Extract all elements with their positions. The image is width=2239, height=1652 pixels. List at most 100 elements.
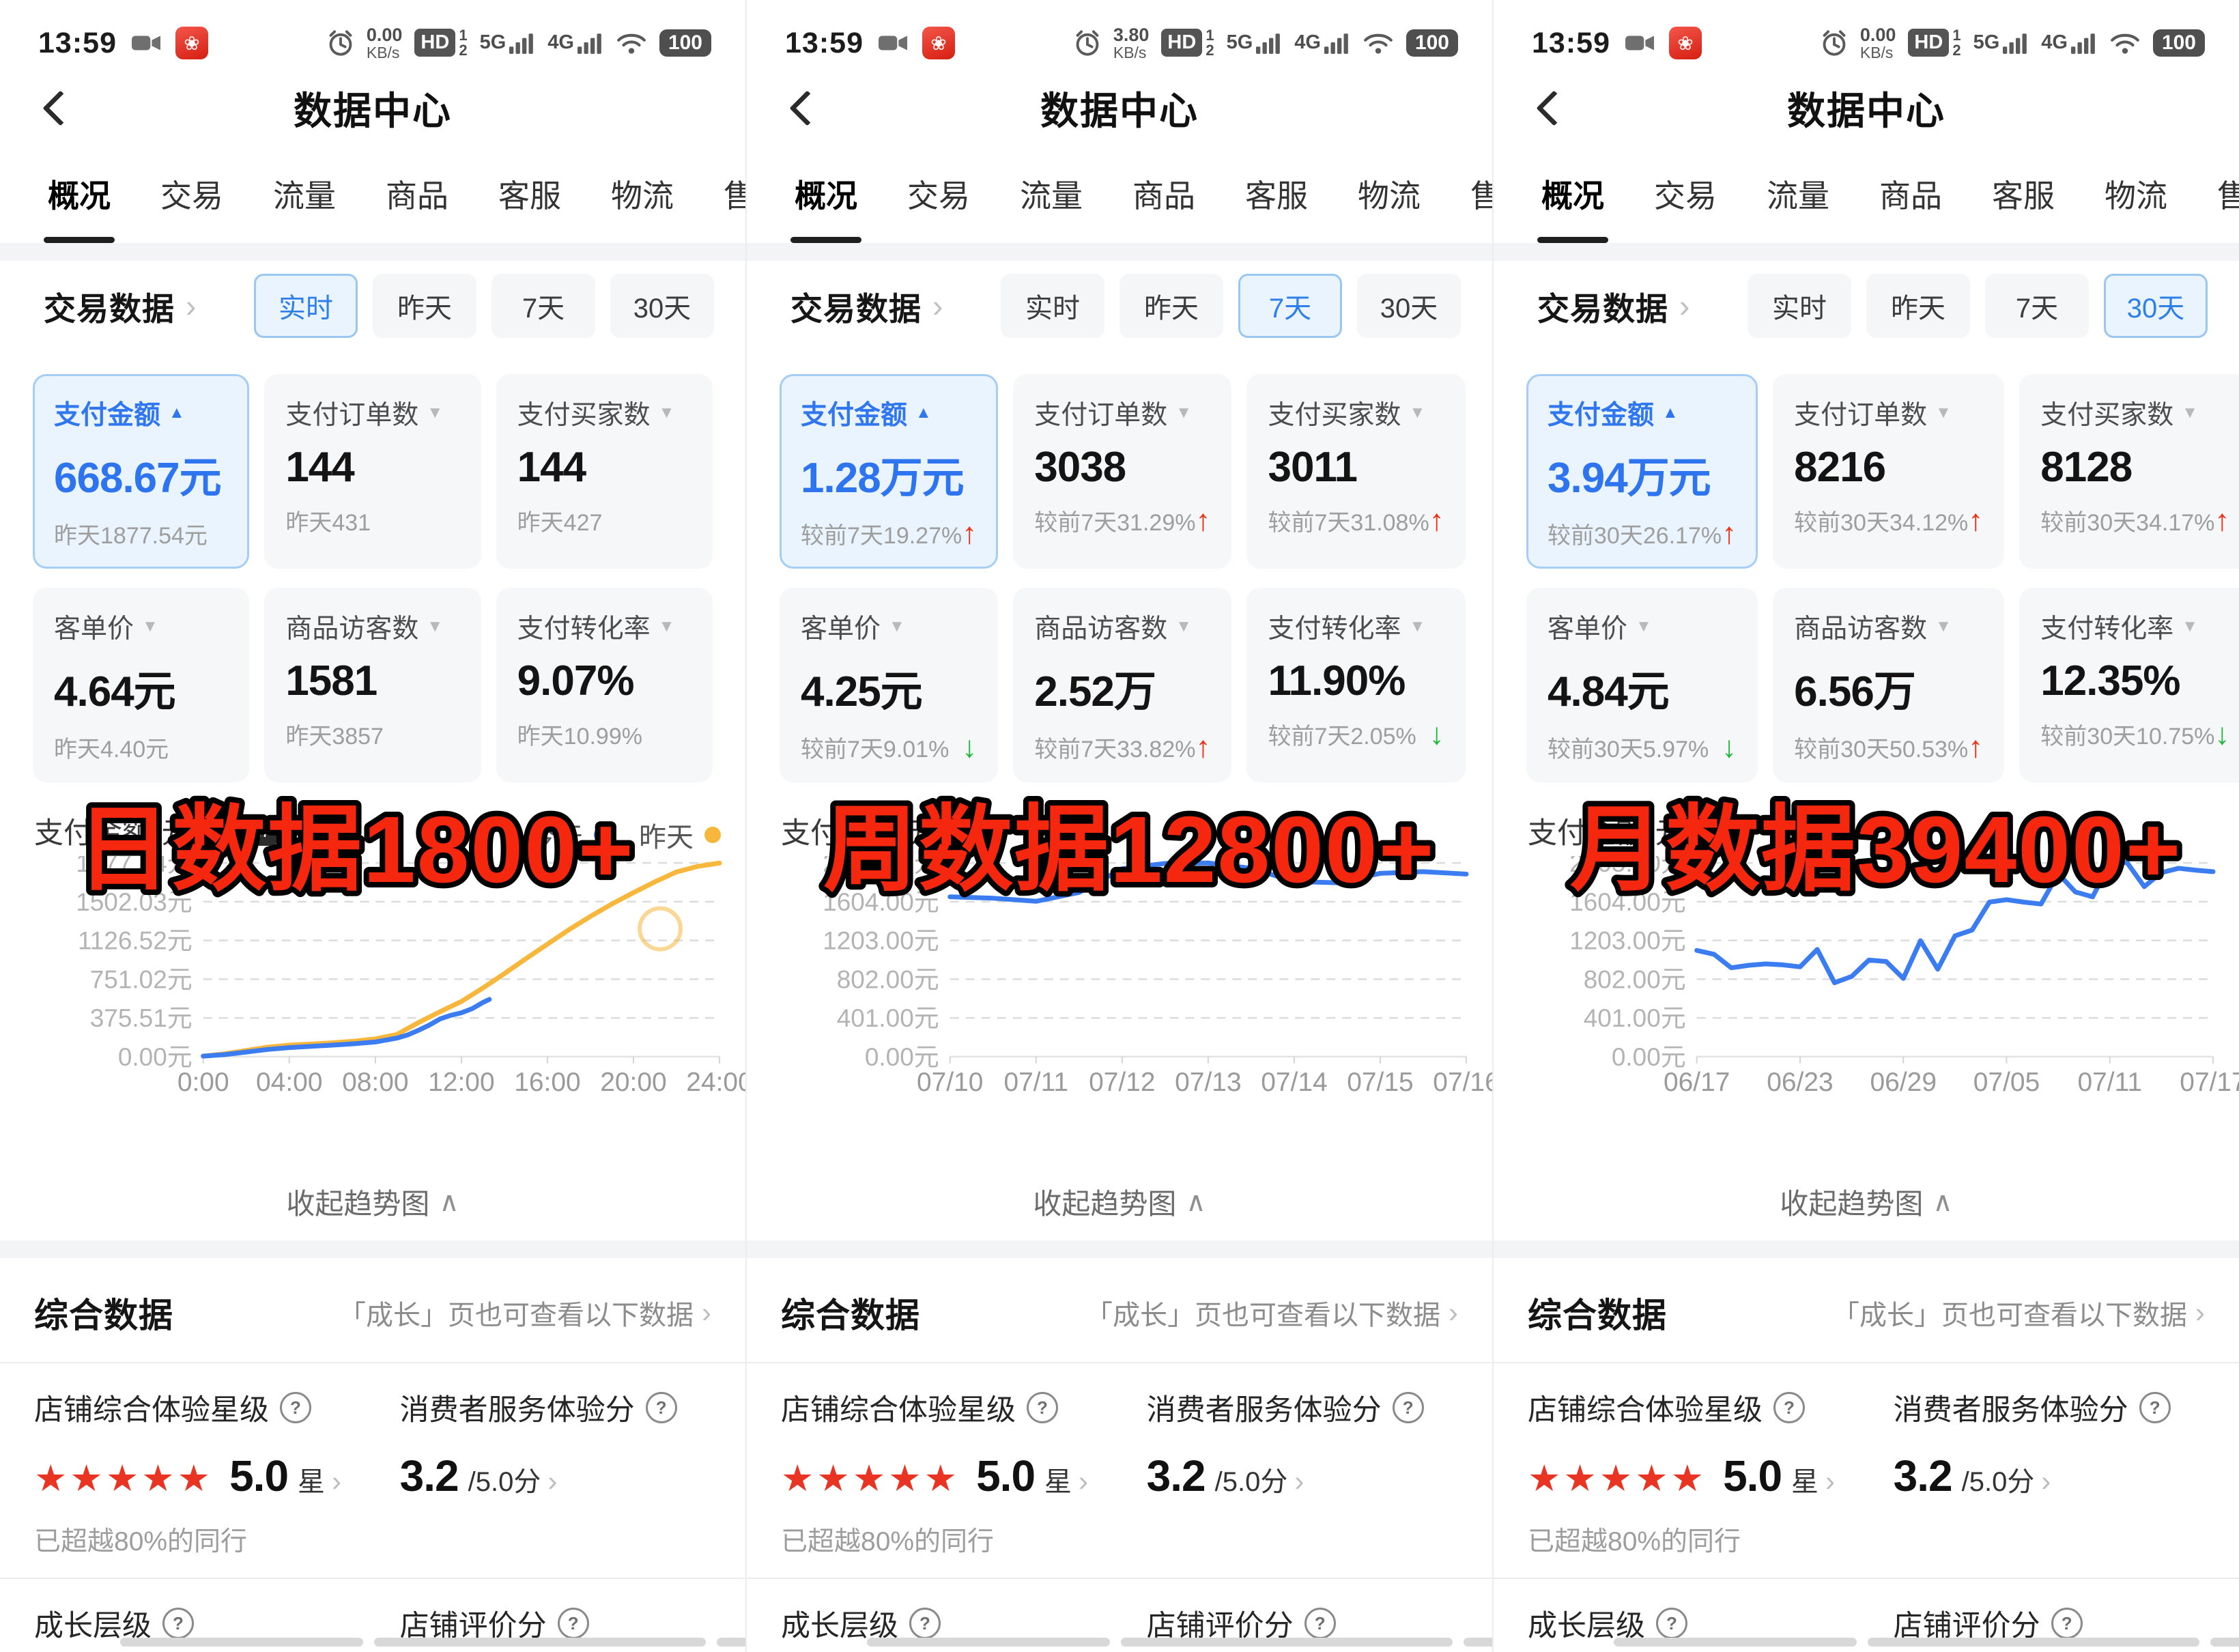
section-title[interactable]: 交易数据: [790, 290, 922, 327]
metric-card-pay-amount[interactable]: 支付金额 ▲ 3.94万元 较前30天26.17% ↑: [1526, 374, 1758, 569]
back-button[interactable]: [1536, 90, 1572, 126]
tab-overview[interactable]: 概况: [790, 171, 861, 243]
service-score-value[interactable]: 3.2 /5.0分 ›: [1893, 1451, 2051, 1500]
svg-text:24:00: 24:00: [686, 1068, 745, 1095]
metric-card-pay-conversion[interactable]: 支付转化率 ▼ 11.90% 较前7天2.05% ↓: [1246, 588, 1466, 782]
metric-card-pay-buyers[interactable]: 支付买家数 ▼ 8128 较前30天34.17% ↑: [2019, 374, 2239, 569]
today-dot-icon: [594, 827, 610, 843]
metric-card-pay-amount[interactable]: 支付金额 ▲ 668.67元 昨天1877.54元: [33, 374, 250, 569]
tab-aftersale[interactable]: 售后: [724, 178, 745, 214]
tab-traffic[interactable]: 流量: [1767, 178, 1829, 214]
service-score-value[interactable]: 3.2 /5.0分 ›: [1146, 1451, 1304, 1500]
section-title[interactable]: 交易数据: [44, 290, 175, 327]
help-icon[interactable]: ?: [2051, 1608, 2083, 1639]
metric-card-pay-orders[interactable]: 支付订单数 ▼ 144 昨天431: [264, 374, 481, 569]
service-score-value[interactable]: 3.2 /5.0分 ›: [399, 1451, 558, 1500]
tab-service[interactable]: 客服: [498, 178, 561, 214]
filter-realtime[interactable]: 实时: [254, 274, 358, 338]
filter-realtime[interactable]: 实时: [1748, 274, 1851, 338]
collapse-trend-button[interactable]: 收起趋势图 ∧: [1033, 1186, 1206, 1221]
yesterday-dot-icon: [704, 827, 721, 843]
metric-card-pay-conversion[interactable]: 支付转化率 ▼ 12.35% 较前30天10.75% ↓: [2019, 588, 2239, 782]
back-button[interactable]: [42, 90, 79, 126]
filter-yesterday[interactable]: 昨天: [373, 274, 476, 338]
filter-30days[interactable]: 30天: [1357, 274, 1461, 338]
tab-product[interactable]: 商品: [1132, 178, 1195, 214]
trend-line-chart[interactable]: 2005.00元 1604.00元 1203.00元 802.00元 401.00元 0.…: [1494, 856, 2239, 1095]
help-icon[interactable]: ?: [1027, 1392, 1058, 1423]
metric-card-pay-amount[interactable]: 支付金额 ▲ 1.28万元 较前7天19.27% ↑: [780, 374, 999, 569]
help-icon[interactable]: ?: [162, 1608, 194, 1639]
tab-trade[interactable]: 交易: [160, 178, 223, 214]
tab-logistics[interactable]: 物流: [2105, 178, 2167, 214]
trend-line-chart[interactable]: 1877.54元 1502.03元 1126.52元 751.02元 375.51元 0.…: [0, 856, 745, 1095]
tab-traffic[interactable]: 流量: [273, 178, 336, 214]
collapse-trend-button[interactable]: 收起趋势图 ∧: [286, 1186, 459, 1221]
tab-logistics[interactable]: 物流: [1358, 178, 1421, 214]
tab-overview[interactable]: 概况: [1537, 171, 1608, 243]
tab-service[interactable]: 客服: [1245, 178, 1308, 214]
time-range-filters: 实时 昨天 7天 30天: [1748, 274, 2208, 338]
metric-card-product-visitors[interactable]: 商品访客数 ▼ 1581 昨天3857: [264, 588, 481, 782]
chevron-right-icon[interactable]: ›: [1679, 288, 1690, 324]
help-icon[interactable]: ?: [280, 1392, 311, 1423]
metric-card-avg-order-value[interactable]: 客单价 ▼ 4.25元 较前7天9.01% ↓: [780, 588, 999, 782]
metric-card-product-visitors[interactable]: 商品访客数 ▼ 6.56万 较前30天50.53% ↑: [1773, 588, 2005, 782]
help-icon[interactable]: ?: [1656, 1608, 1687, 1639]
metric-card-avg-order-value[interactable]: 客单价 ▼ 4.64元 昨天4.40元: [33, 588, 250, 782]
svg-text:1203.00元: 1203.00元: [1569, 927, 1686, 955]
tab-traffic[interactable]: 流量: [1020, 178, 1083, 214]
metric-card-pay-conversion[interactable]: 支付转化率 ▼ 9.07% 昨天10.99%: [496, 588, 713, 782]
filter-30days[interactable]: 30天: [610, 274, 714, 338]
help-icon[interactable]: ?: [2139, 1392, 2171, 1423]
divider-band: [747, 243, 1492, 261]
svg-text:07/10: 07/10: [917, 1068, 983, 1095]
trend-line-chart[interactable]: 2005.00元 1604.00元 1203.00元 802.00元 401.00元 0.…: [747, 856, 1492, 1095]
tab-trade[interactable]: 交易: [907, 178, 970, 214]
metric-card-pay-orders[interactable]: 支付订单数 ▼ 8216 较前30天34.12% ↑: [1773, 374, 2005, 569]
chevron-right-icon[interactable]: ›: [186, 288, 197, 324]
tab-aftersale[interactable]: 售后: [2213, 171, 2239, 243]
metric-card-avg-order-value[interactable]: 客单价 ▼ 4.84元 较前30天5.97% ↓: [1526, 588, 1758, 782]
collapse-trend-button[interactable]: 收起趋势图 ∧: [1780, 1186, 1953, 1221]
help-icon[interactable]: ?: [557, 1608, 589, 1639]
star-icons: ★★★★★: [34, 1458, 214, 1499]
tab-trade[interactable]: 交易: [1654, 178, 1717, 214]
help-icon[interactable]: ?: [645, 1392, 677, 1423]
metric-card-pay-buyers[interactable]: 支付买家数 ▼ 144 昨天427: [496, 374, 713, 569]
back-button[interactable]: [789, 90, 825, 126]
filter-30days[interactable]: 30天: [2104, 274, 2208, 338]
help-icon[interactable]: ?: [1304, 1608, 1336, 1639]
star-rating-value[interactable]: ★★★★★ 5.0 星 ›: [34, 1451, 342, 1500]
wifi-icon: [2111, 33, 2139, 54]
growth-page-hint[interactable]: 「成长」页也可查看以下数据 ›: [1085, 1296, 1458, 1330]
tab-aftersale[interactable]: 售后: [1466, 171, 1492, 243]
filter-7days[interactable]: 7天: [491, 274, 595, 338]
metric-card-product-visitors[interactable]: 商品访客数 ▼ 2.52万 较前7天33.82% ↑: [1013, 588, 1232, 782]
svg-text:12:00: 12:00: [428, 1068, 494, 1095]
growth-page-hint[interactable]: 「成长」页也可查看以下数据 ›: [1832, 1296, 2205, 1330]
metric-card-pay-orders[interactable]: 支付订单数 ▼ 3038 较前7天31.29% ↑: [1013, 374, 1232, 569]
filter-7days[interactable]: 7天: [1238, 274, 1342, 338]
star-rating-value[interactable]: ★★★★★ 5.0 星 ›: [1528, 1451, 1836, 1500]
filter-7days[interactable]: 7天: [1985, 274, 2089, 338]
help-icon[interactable]: ?: [909, 1608, 941, 1639]
section-title[interactable]: 交易数据: [1537, 290, 1668, 327]
filter-realtime[interactable]: 实时: [1001, 274, 1104, 338]
filter-yesterday[interactable]: 昨天: [1120, 274, 1223, 338]
tab-service[interactable]: 客服: [1992, 178, 2055, 214]
tab-product[interactable]: 商品: [386, 178, 448, 214]
tab-logistics[interactable]: 物流: [611, 178, 674, 214]
help-icon[interactable]: ?: [1773, 1392, 1805, 1423]
tab-overview[interactable]: 概况: [44, 171, 115, 243]
growth-level-label: 成长层级: [781, 1610, 898, 1642]
tab-product[interactable]: 商品: [1879, 178, 1942, 214]
star-rating-value[interactable]: ★★★★★ 5.0 星 ›: [781, 1451, 1089, 1500]
growth-page-hint[interactable]: 「成长」页也可查看以下数据 ›: [339, 1296, 711, 1330]
filter-yesterday[interactable]: 昨天: [1866, 274, 1970, 338]
metric-card-pay-buyers[interactable]: 支付买家数 ▼ 3011 较前7天31.08% ↑: [1246, 374, 1466, 569]
tab-bar: 概况 交易 流量 商品 客服 物流 售后: [1494, 143, 2239, 243]
chevron-right-icon[interactable]: ›: [932, 288, 943, 324]
help-icon[interactable]: ?: [1392, 1392, 1424, 1423]
signal-5g-icon: 5G: [480, 31, 536, 55]
